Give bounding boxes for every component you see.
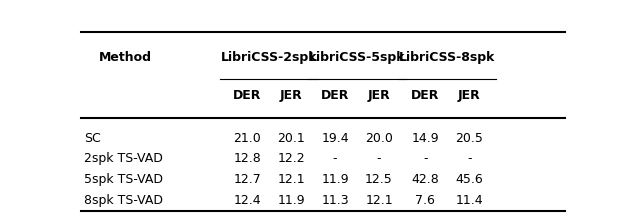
Text: 21.0: 21.0 (233, 132, 261, 145)
Text: -: - (423, 152, 428, 165)
Text: LibriCSS-2spk: LibriCSS-2spk (221, 52, 318, 65)
Text: Method: Method (99, 52, 152, 65)
Text: DER: DER (233, 89, 261, 102)
Text: 2spk TS-VAD: 2spk TS-VAD (84, 152, 163, 165)
Text: SC: SC (84, 132, 100, 145)
Text: JER: JER (368, 89, 391, 102)
Text: LibriCSS-5spk: LibriCSS-5spk (309, 52, 405, 65)
Text: DER: DER (321, 89, 349, 102)
Text: 20.1: 20.1 (277, 132, 305, 145)
Text: 20.0: 20.0 (365, 132, 393, 145)
Text: 11.9: 11.9 (277, 194, 305, 207)
Text: -: - (467, 152, 472, 165)
Text: 8spk TS-VAD: 8spk TS-VAD (84, 194, 163, 207)
Text: 11.4: 11.4 (455, 194, 483, 207)
Text: 11.3: 11.3 (321, 194, 349, 207)
Text: 12.4: 12.4 (233, 194, 261, 207)
Text: -: - (333, 152, 337, 165)
Text: -: - (377, 152, 381, 165)
Text: 12.7: 12.7 (233, 173, 261, 186)
Text: 12.1: 12.1 (277, 173, 305, 186)
Text: LibriCSS-8spk: LibriCSS-8spk (399, 52, 496, 65)
Text: JER: JER (280, 89, 302, 102)
Text: 42.8: 42.8 (411, 173, 439, 186)
Text: 12.8: 12.8 (233, 152, 261, 165)
Text: 14.9: 14.9 (411, 132, 439, 145)
Text: 5spk TS-VAD: 5spk TS-VAD (84, 173, 163, 186)
Text: 19.4: 19.4 (321, 132, 349, 145)
Text: DER: DER (411, 89, 440, 102)
Text: 12.1: 12.1 (365, 194, 393, 207)
Text: 7.6: 7.6 (415, 194, 435, 207)
Text: 12.5: 12.5 (365, 173, 393, 186)
Text: JER: JER (458, 89, 481, 102)
Text: 45.6: 45.6 (455, 173, 483, 186)
Text: 12.2: 12.2 (277, 152, 305, 165)
Text: 11.9: 11.9 (321, 173, 349, 186)
Text: 20.5: 20.5 (455, 132, 483, 145)
